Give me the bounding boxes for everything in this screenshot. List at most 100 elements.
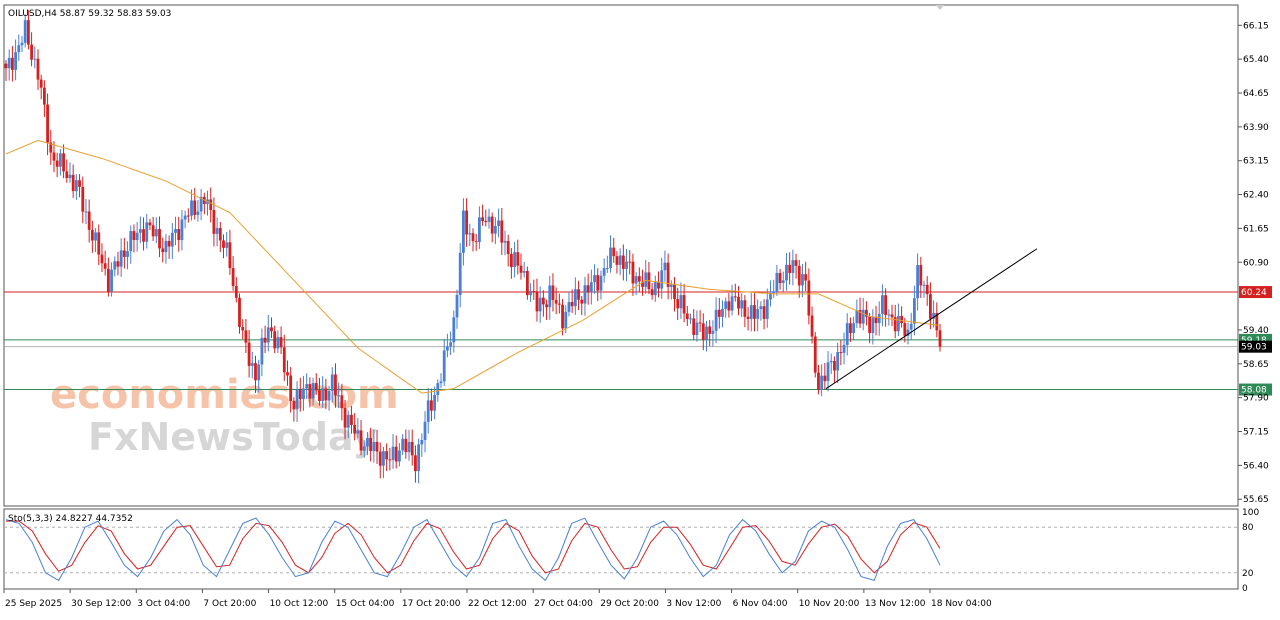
candle-body <box>260 337 264 365</box>
candle-body <box>657 281 660 289</box>
candle-body <box>250 363 254 366</box>
candle-body <box>17 45 21 53</box>
candle-body <box>436 383 440 395</box>
y-tick-label: 57.90 <box>1243 394 1269 404</box>
stoch-level-label: 20 <box>1242 569 1254 579</box>
candle-body <box>529 291 532 296</box>
y-tick-label: 55.65 <box>1243 495 1269 505</box>
candle-body <box>871 317 875 333</box>
candle-body <box>359 430 363 451</box>
candle-body <box>522 271 526 273</box>
candle-body <box>298 389 302 400</box>
scroll-marker-icon[interactable] <box>936 5 944 10</box>
candle-body <box>477 217 481 243</box>
candle-body <box>474 241 478 243</box>
candle-body <box>493 225 497 234</box>
candle-body <box>158 229 161 249</box>
candle-body <box>244 330 248 343</box>
candle-body <box>490 216 494 234</box>
candle-body <box>545 304 548 308</box>
y-tick-label: 60.90 <box>1243 258 1269 268</box>
candle-body <box>570 302 574 307</box>
candle-body <box>775 272 779 292</box>
candle-body <box>833 360 836 371</box>
candle-body <box>653 281 657 296</box>
stoch-level-label: 0 <box>1242 584 1248 594</box>
stoch-level-label: 80 <box>1242 523 1254 533</box>
candle-body <box>471 233 475 242</box>
candle-body <box>711 330 715 334</box>
candle-body <box>71 174 75 192</box>
candle-body <box>561 304 564 329</box>
candle-body <box>52 152 56 161</box>
candle-body <box>874 317 878 324</box>
candle-body <box>263 337 267 343</box>
candle-body <box>382 451 385 466</box>
candle-body <box>295 389 299 410</box>
candle-body <box>567 302 571 312</box>
candle-body <box>861 309 865 324</box>
candle-body <box>7 57 11 69</box>
y-tick-label: 59.40 <box>1243 326 1269 336</box>
candle-body <box>586 285 590 293</box>
candle-body <box>900 315 904 324</box>
main-pane-frame <box>3 4 1239 507</box>
candle-body <box>852 323 856 334</box>
candle-body <box>167 240 171 247</box>
candle-body <box>801 274 804 286</box>
candle-body <box>596 275 600 291</box>
candle-body <box>318 390 321 401</box>
candle-body <box>74 180 78 192</box>
current-price-price-tag <box>1239 340 1272 353</box>
x-tick-label: 3 Oct 04:00 <box>137 599 190 609</box>
candle-body <box>487 216 491 222</box>
candle-body <box>516 252 520 266</box>
trendline-layer <box>825 248 1038 390</box>
candle-body <box>737 297 740 309</box>
x-tick-label: 27 Oct 04:00 <box>534 599 593 609</box>
candle-body <box>26 20 30 45</box>
candle-body <box>817 372 820 390</box>
candle-body <box>564 311 568 329</box>
candle-body <box>308 384 312 399</box>
candle-body <box>113 261 117 270</box>
candle-body <box>391 446 395 460</box>
candle-body <box>84 211 88 213</box>
candle-body <box>465 210 469 235</box>
candle-body <box>609 247 612 269</box>
candle-body <box>791 260 795 273</box>
candle-body <box>420 440 424 445</box>
x-tick-label: 13 Nov 12:00 <box>865 599 926 609</box>
candle-body <box>813 336 817 373</box>
candle-body <box>897 315 900 332</box>
y-tick-label: 62.40 <box>1243 191 1269 201</box>
candle-body <box>257 364 261 381</box>
candle-body <box>122 250 126 257</box>
candle-body <box>865 309 868 317</box>
candle-body <box>161 248 165 253</box>
candle-body <box>305 384 309 389</box>
candle-body <box>708 326 712 334</box>
candle-body <box>369 438 373 452</box>
candle-body <box>330 374 334 391</box>
candle-body <box>676 299 680 309</box>
candle-body <box>660 270 664 289</box>
candle-body <box>551 285 555 300</box>
x-tick-label: 29 Oct 20:00 <box>600 599 659 609</box>
candle-body <box>407 441 411 453</box>
candle-body <box>135 232 139 241</box>
candle-body <box>282 347 286 373</box>
candle-body <box>254 363 257 381</box>
candle-body <box>637 276 641 282</box>
candle-body <box>893 317 897 332</box>
candle-body <box>4 63 8 69</box>
candle-body <box>439 381 443 384</box>
candle-body <box>65 171 69 179</box>
symbol-header: OILUSD,H4 58.87 59.32 58.83 59.03 <box>8 9 171 19</box>
x-tick-label: 17 Oct 20:00 <box>402 599 461 609</box>
candle-body <box>401 438 405 451</box>
candle-body <box>404 438 408 453</box>
candle-body <box>509 254 513 268</box>
